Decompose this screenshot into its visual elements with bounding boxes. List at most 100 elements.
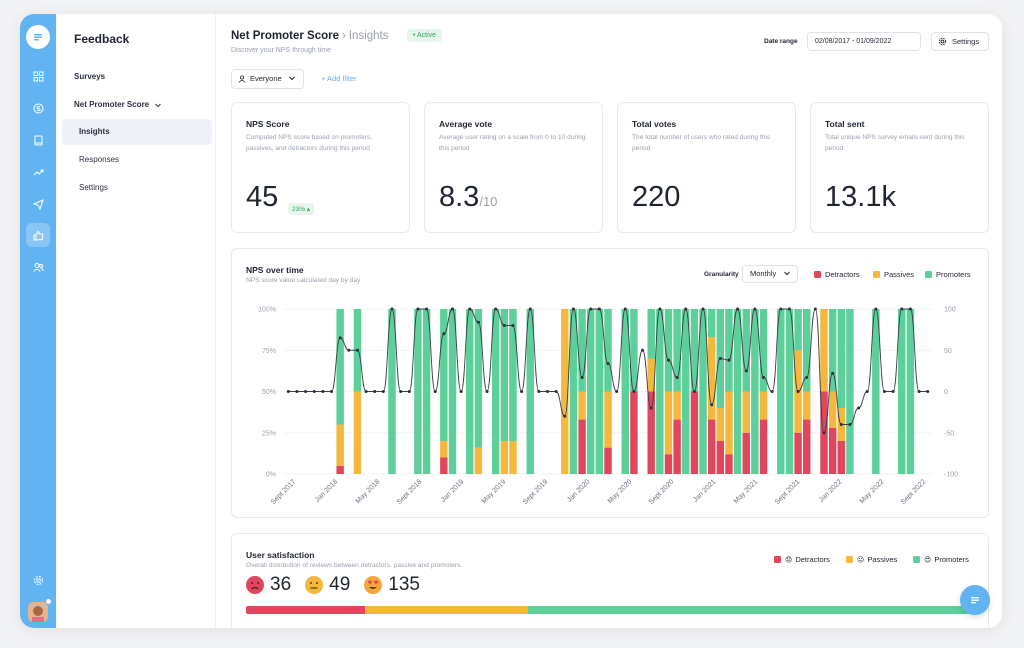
satisfaction-counts: 36 49 135: [246, 574, 434, 596]
nps-point: [701, 307, 705, 311]
date-range-input[interactable]: 02/08/2017 - 01/09/2022: [807, 32, 921, 51]
nps-point: [615, 390, 619, 393]
nps-point: [416, 307, 420, 311]
bar-promoters: [440, 309, 448, 441]
sidebar-subitem-insights[interactable]: Insights: [62, 119, 212, 145]
audience-filter-select[interactable]: Everyone: [231, 69, 304, 89]
nps-point: [589, 307, 593, 311]
bar-promoters: [604, 309, 612, 392]
x-tick-label: Sept 2017: [270, 478, 298, 506]
bar-detractors: [336, 465, 344, 474]
bar-detractors: [690, 391, 699, 474]
sidebar-item-net-promoter-score[interactable]: Net Promoter Score: [74, 100, 162, 109]
nps-point: [796, 390, 800, 393]
x-tick-label: Sept 2021: [774, 478, 802, 506]
dollar-icon[interactable]: [26, 96, 50, 120]
kpi-value: 45: [246, 181, 279, 213]
bar-promoters: [794, 309, 802, 351]
bar-passives: [647, 358, 655, 392]
nps-point: [511, 324, 515, 327]
legend-swatch: [913, 556, 920, 563]
sad-face-icon: [246, 576, 264, 594]
chat-button[interactable]: [960, 585, 990, 615]
chart-description: NPS score value calculated day by day: [246, 277, 361, 284]
settings-button[interactable]: Settings: [931, 32, 989, 51]
app-logo-icon[interactable]: [26, 25, 50, 49]
granularity-select[interactable]: Monthly: [742, 265, 798, 283]
nps-point: [718, 357, 722, 360]
bar-promoters: [803, 309, 811, 392]
gear-icon[interactable]: [26, 568, 50, 592]
promoters-count: 135: [364, 574, 420, 596]
y-left-tick-label: 0%: [266, 472, 276, 479]
nps-point: [813, 307, 817, 311]
sidebar-subitem-settings[interactable]: Settings: [79, 183, 108, 192]
legend-swatch: [846, 556, 853, 563]
sidebar-item-surveys[interactable]: Surveys: [74, 72, 106, 81]
x-tick-label: Jan 2021: [692, 478, 717, 503]
kpi-title: Average vote: [439, 119, 493, 129]
nps-point: [839, 423, 843, 426]
bar-passives: [509, 441, 517, 474]
nps-point: [399, 390, 403, 393]
nps-point: [623, 307, 627, 311]
thumbs-up-icon[interactable]: [26, 223, 50, 247]
sidebar: Feedback Surveys Net Promoter Score Insi…: [56, 14, 216, 628]
kpi-title: Total votes: [632, 119, 677, 129]
legend-swatch: [814, 271, 821, 278]
nps-point: [295, 390, 299, 393]
nps-point: [641, 348, 645, 352]
nps-point: [666, 358, 670, 362]
neutral-face-icon: [305, 576, 324, 594]
nps-point: [355, 348, 359, 352]
nps-point: [502, 324, 506, 327]
breadcrumb-root[interactable]: Net Promoter Score: [231, 30, 340, 42]
settings-button-label: Settings: [952, 37, 980, 46]
chevron-down-icon: [289, 76, 295, 81]
sidebar-subitem-responses[interactable]: Responses: [79, 155, 120, 164]
book-icon[interactable]: [26, 128, 50, 152]
legend-label: Passives: [867, 555, 898, 564]
bar-passives: [561, 309, 569, 474]
nps-point: [571, 307, 575, 311]
detractors-value: 36: [270, 574, 292, 595]
y-right-tick-label: -50: [944, 430, 954, 437]
nps-point: [347, 348, 351, 352]
kpi-value: 220: [632, 181, 681, 213]
page-subtitle: Discover your NPS through time: [231, 47, 331, 54]
bar-promoters: [733, 309, 742, 474]
bar-promoters: [414, 309, 422, 474]
nps-point: [312, 390, 316, 393]
nps-point: [744, 369, 748, 373]
grid-icon[interactable]: [26, 64, 50, 88]
distribution-segment-promoters: [528, 606, 976, 614]
nps-point: [692, 390, 696, 393]
trend-icon[interactable]: [26, 160, 50, 184]
nps-point: [753, 307, 757, 311]
nps-point: [537, 390, 541, 393]
bar-promoters: [526, 309, 534, 474]
nps-point: [606, 361, 610, 365]
bar-detractors: [716, 441, 725, 474]
y-left-tick-label: 25%: [262, 430, 276, 437]
user-satisfaction-card: User satisfaction Overall distribution o…: [231, 533, 989, 628]
bar-detractors: [828, 427, 837, 474]
sidebar-title: Feedback: [74, 32, 130, 46]
avatar[interactable]: [28, 602, 48, 622]
bar-passives: [828, 391, 837, 428]
nps-point: [563, 414, 567, 418]
kpi-card-total-sent: Total sent Total unique NPS survey email…: [810, 102, 989, 233]
bar-promoters: [630, 309, 638, 392]
nps-point: [891, 390, 895, 393]
date-range-label: Date range: [764, 38, 798, 45]
x-tick-label: Sept 2018: [396, 478, 424, 506]
send-icon[interactable]: [26, 192, 50, 216]
users-icon[interactable]: [26, 255, 50, 279]
nps-point: [494, 307, 498, 311]
bar-promoters: [509, 309, 517, 441]
bar-detractors: [794, 432, 802, 474]
add-filter-link[interactable]: + Add filter: [321, 74, 357, 83]
bar-detractors: [673, 419, 681, 474]
chart-title: NPS over time: [246, 265, 304, 275]
legend-label: Promoters: [934, 555, 969, 564]
